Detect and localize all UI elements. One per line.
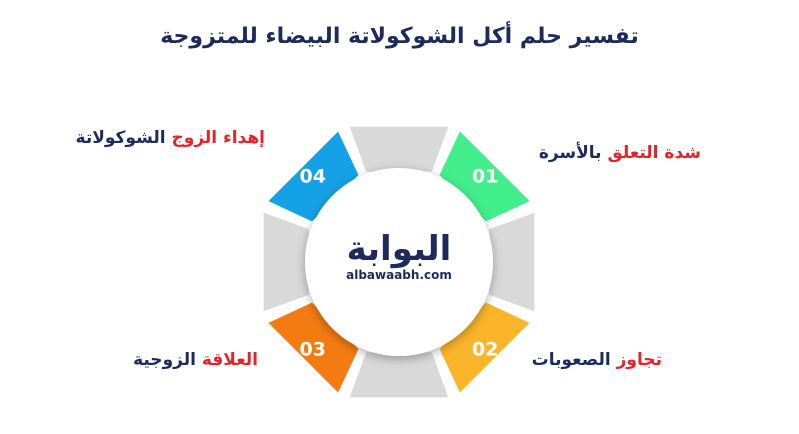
item-label: تجاوز الصعوبات: [532, 350, 662, 370]
ring-segment: [439, 302, 530, 393]
logo-site: albawaabh.com: [346, 268, 452, 282]
label-rest: الزوجية: [133, 350, 196, 370]
label-rest: الشوكولاتة: [75, 128, 166, 148]
title: تفسير حلم أكل الشوكولاتة البيضاء للمتزوج…: [160, 24, 639, 49]
center-circle: [305, 168, 493, 356]
item-label: شدة التعلق بالأسرة: [539, 143, 701, 163]
ring-segment: [349, 126, 449, 172]
label-highlight: العلاقة: [201, 350, 258, 370]
label-highlight: إهداء الزوج: [171, 128, 265, 148]
ring-segment: [268, 131, 359, 222]
ring-segment: [268, 302, 359, 393]
ring-segment: [349, 352, 449, 398]
item-number: 04: [300, 166, 326, 188]
ring-segment: [439, 131, 530, 222]
ring-segment: [263, 212, 309, 312]
item-label: العلاقة الزوجية: [133, 350, 258, 370]
item-label: إهداء الزوج الشوكولاتة: [76, 128, 265, 148]
logo-name: البوابة: [347, 229, 452, 269]
label-highlight: تجاوز: [616, 350, 662, 370]
label-highlight: شدة التعلق: [607, 143, 702, 163]
item-number: 03: [300, 338, 326, 360]
item-number: 02: [472, 338, 498, 360]
item-number: 01: [472, 166, 498, 188]
label-rest: بالأسرة: [538, 143, 602, 163]
label-rest: الصعوبات: [531, 350, 611, 370]
ring-segment: [489, 212, 535, 312]
